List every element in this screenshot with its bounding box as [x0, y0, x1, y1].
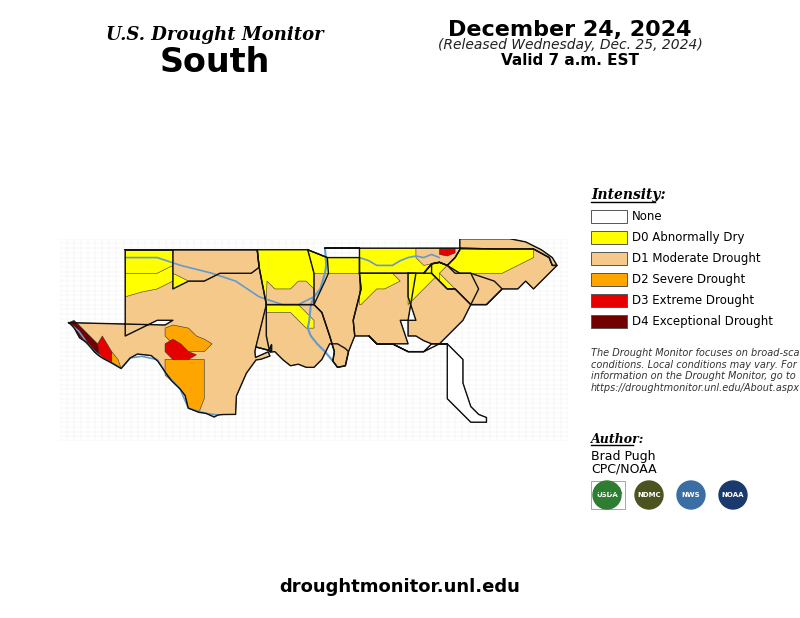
- Bar: [591, 210, 627, 223]
- Text: D3 Extreme Drought: D3 Extreme Drought: [632, 294, 754, 307]
- Text: NWS: NWS: [682, 492, 700, 498]
- Polygon shape: [266, 305, 314, 328]
- Text: The Drought Monitor focuses on broad-scale
conditions. Local conditions may vary: The Drought Monitor focuses on broad-sca…: [591, 348, 800, 393]
- Polygon shape: [165, 325, 212, 352]
- Circle shape: [635, 481, 663, 509]
- Polygon shape: [266, 281, 314, 305]
- Text: Intensity:: Intensity:: [591, 188, 666, 202]
- Polygon shape: [69, 320, 99, 356]
- Polygon shape: [353, 273, 416, 344]
- Text: Valid 7 a.m. EST: Valid 7 a.m. EST: [501, 53, 639, 68]
- Polygon shape: [258, 250, 329, 305]
- Polygon shape: [112, 352, 121, 368]
- Polygon shape: [431, 273, 455, 289]
- Text: (Released Wednesday, Dec. 25, 2024): (Released Wednesday, Dec. 25, 2024): [438, 38, 702, 52]
- Polygon shape: [165, 360, 204, 412]
- Polygon shape: [416, 248, 460, 265]
- Text: South: South: [160, 46, 270, 79]
- Polygon shape: [408, 262, 478, 344]
- Polygon shape: [173, 250, 258, 273]
- Text: None: None: [632, 210, 662, 223]
- Polygon shape: [126, 250, 259, 289]
- Circle shape: [677, 481, 705, 509]
- Text: U.S. Drought Monitor: U.S. Drought Monitor: [106, 26, 324, 44]
- Bar: [591, 294, 627, 307]
- Text: NDMC: NDMC: [637, 492, 661, 498]
- Polygon shape: [94, 336, 112, 363]
- Text: droughtmonitor.unl.edu: droughtmonitor.unl.edu: [279, 578, 521, 596]
- Circle shape: [593, 481, 621, 509]
- Polygon shape: [126, 250, 173, 273]
- Bar: [591, 481, 625, 509]
- Circle shape: [719, 481, 747, 509]
- Text: D1 Moderate Drought: D1 Moderate Drought: [632, 252, 761, 265]
- Polygon shape: [165, 339, 197, 360]
- Text: USDA: USDA: [594, 488, 622, 496]
- Polygon shape: [369, 336, 486, 422]
- Polygon shape: [173, 250, 259, 281]
- Polygon shape: [325, 248, 460, 273]
- Polygon shape: [408, 264, 439, 305]
- Polygon shape: [431, 262, 502, 305]
- Text: CPC/NOAA: CPC/NOAA: [591, 463, 657, 476]
- Polygon shape: [439, 248, 455, 256]
- Text: Author:: Author:: [591, 433, 644, 446]
- Polygon shape: [308, 250, 359, 273]
- Polygon shape: [69, 250, 271, 417]
- Text: USDA: USDA: [596, 492, 618, 498]
- Text: D4 Exceptional Drought: D4 Exceptional Drought: [632, 315, 773, 328]
- Polygon shape: [424, 248, 557, 305]
- Text: D2 Severe Drought: D2 Severe Drought: [632, 273, 746, 286]
- Polygon shape: [359, 273, 400, 305]
- Text: December 24, 2024: December 24, 2024: [448, 20, 692, 40]
- Bar: [591, 315, 627, 328]
- Polygon shape: [424, 249, 534, 281]
- Bar: [591, 231, 627, 244]
- Text: Brad Pugh: Brad Pugh: [591, 450, 655, 463]
- Polygon shape: [126, 250, 173, 297]
- Text: ▬▬: ▬▬: [602, 497, 614, 502]
- Text: D0 Abnormally Dry: D0 Abnormally Dry: [632, 231, 745, 244]
- Text: NOAA: NOAA: [722, 492, 744, 498]
- Polygon shape: [256, 305, 349, 367]
- Polygon shape: [460, 239, 557, 265]
- Bar: [591, 252, 627, 265]
- Polygon shape: [308, 250, 361, 367]
- Bar: [591, 273, 627, 286]
